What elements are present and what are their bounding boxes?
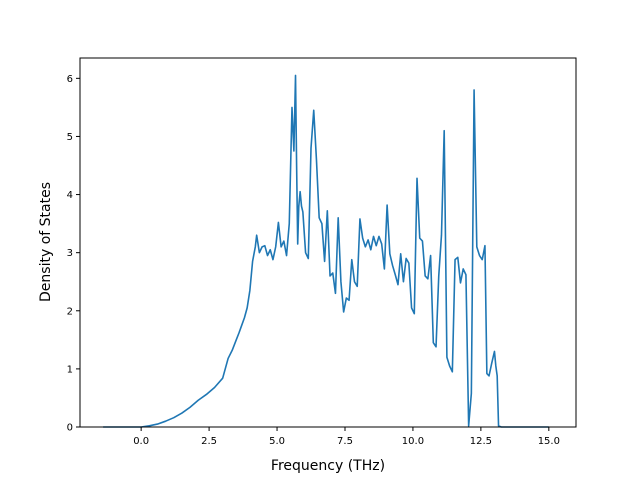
y-tick-label: 6 xyxy=(67,74,73,85)
x-tick-label: 2.5 xyxy=(201,436,217,447)
x-tick-label: 15.0 xyxy=(538,436,560,447)
y-tick-label: 0 xyxy=(67,423,73,434)
x-tick-label: 5.0 xyxy=(269,436,285,447)
y-tick-label: 4 xyxy=(67,190,73,201)
y-tick-label: 5 xyxy=(67,132,73,143)
x-tick-label: 7.5 xyxy=(337,436,353,447)
series-line-0 xyxy=(103,74,549,428)
x-tick-label: 0.0 xyxy=(133,436,149,447)
y-tick-label: 1 xyxy=(67,364,73,375)
x-tick-label: 10.0 xyxy=(402,436,424,447)
y-tick-label: 3 xyxy=(67,248,73,259)
y-axis-ticks: 0 1 2 3 4 5 6 xyxy=(67,74,80,434)
y-axis-label: Density of States xyxy=(38,182,54,302)
x-axis-label: Frequency (THz) xyxy=(271,458,385,474)
axes-frame xyxy=(79,57,577,428)
y-tick-label: 2 xyxy=(67,306,73,317)
plot-area xyxy=(103,74,549,428)
x-axis-ticks: 0.0 2.5 5.0 7.5 10.0 12.5 15.0 xyxy=(133,427,560,447)
x-tick-label: 12.5 xyxy=(470,436,492,447)
